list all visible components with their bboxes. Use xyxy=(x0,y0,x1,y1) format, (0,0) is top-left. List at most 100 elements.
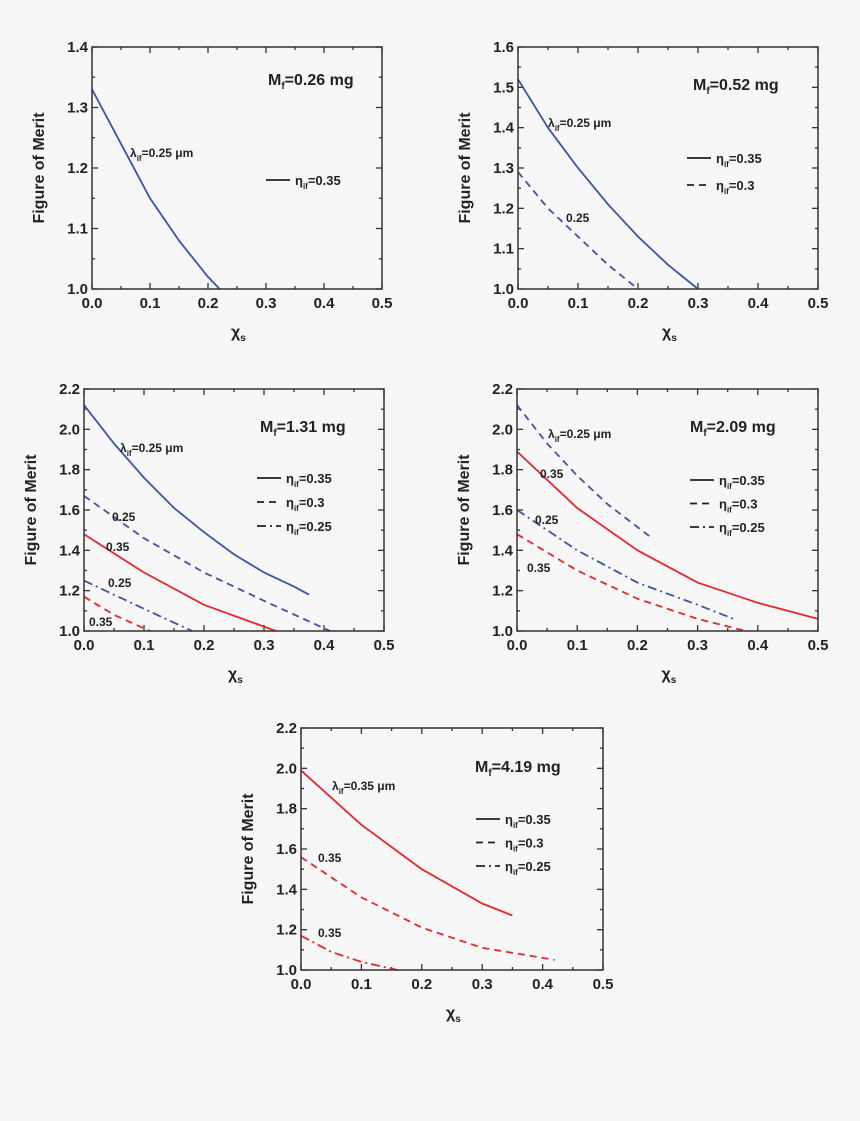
chart-title-sub: f xyxy=(488,768,492,779)
curve-annotation: λif=0.25 μm xyxy=(120,441,183,458)
legend-label-main: η xyxy=(286,495,294,510)
y-axis-label: Figure of Merit xyxy=(456,454,473,566)
legend-label-main: η xyxy=(295,173,303,188)
y-tick-label: 1.2 xyxy=(492,583,513,600)
legend-label-sub: if xyxy=(303,182,308,191)
curve-annotation-sub: if xyxy=(137,154,142,163)
x-tick-label: 0.5 xyxy=(593,976,614,993)
legend-label-sub: if xyxy=(724,187,729,196)
chart-title: Mf=1.31 mg xyxy=(260,419,346,439)
y-tick-label: 1.4 xyxy=(67,39,89,56)
legend-label-rest: =0.35 xyxy=(308,173,341,188)
curve-annotation-main: 0.35 xyxy=(89,615,113,629)
y-tick-label: 1.2 xyxy=(493,200,514,217)
series-line-2 xyxy=(83,495,331,632)
chart-title-main: M xyxy=(475,759,488,776)
x-tick-label: 0.4 xyxy=(747,637,769,654)
x-tick-label: 0.3 xyxy=(472,976,493,993)
legend-label-main: η xyxy=(286,471,294,486)
axes-frame xyxy=(517,46,819,290)
legend-label-sub: if xyxy=(727,529,732,538)
legend-label-main: η xyxy=(719,520,727,535)
legend-entry: ηif=0.25 xyxy=(257,519,332,537)
x-tick-label: 0.4 xyxy=(314,637,336,654)
curve-annotation-main: 0.25 xyxy=(535,513,559,527)
y-tick-label: 1.0 xyxy=(59,623,80,640)
y-tick-label: 1.6 xyxy=(493,39,514,56)
curve-annotation: 0.25 xyxy=(112,510,136,524)
x-axis-label: χs xyxy=(231,324,246,344)
chart-panel-3: 0.0 0.1 0.2 0.3 0.4 0.5 1.0 1.2 1.4 1.6 1.8 2.0 2.2 χ… xyxy=(23,381,394,686)
y-tick-label: 1.2 xyxy=(67,160,88,177)
axes-frame xyxy=(83,388,385,632)
y-tick-label: 1.4 xyxy=(493,120,515,137)
y-axis-label: Figure of Merit xyxy=(23,454,40,566)
series-line-2 xyxy=(300,856,555,961)
chart-panel-2: 0.0 0.1 0.2 0.3 0.4 0.5 1.0 1.1 1.2 1.3 1.4 1.5 1.6 χ… xyxy=(457,39,828,344)
chart-title-main: M xyxy=(693,77,706,94)
x-tick-label: 0.0 xyxy=(82,295,103,312)
chart-panel-1: 0.0 0.1 0.2 0.3 0.4 0.5 1.0 1.1 1.2 1.3 1.4 χs Figur… xyxy=(31,39,392,344)
y-tick-label: 1.0 xyxy=(492,623,513,640)
curve-annotation-rest: =0.25 μm xyxy=(560,427,612,441)
legend-label-main: η xyxy=(505,836,513,851)
chart-panel-4: 0.0 0.1 0.2 0.3 0.4 0.5 1.0 1.2 1.4 1.6 1.8 2.0 2.2 χ… xyxy=(456,381,828,686)
chart-title: Mf=0.26 mg xyxy=(268,72,354,92)
legend-label: ηif=0.3 xyxy=(719,497,758,515)
legend-entry: ηif=0.25 xyxy=(476,859,551,877)
x-tick-label: 0.1 xyxy=(351,976,372,993)
legend-label-main: η xyxy=(719,473,727,488)
y-tick-label: 2.2 xyxy=(276,720,297,737)
legend-label-sub: if xyxy=(294,504,299,513)
x-axis-label: χs xyxy=(228,666,243,686)
legend-entry: ηif=0.3 xyxy=(690,497,758,515)
x-axis-label-sub: s xyxy=(671,675,677,686)
legend-label: ηif=0.25 xyxy=(286,519,332,537)
x-tick-label: 0.2 xyxy=(194,637,215,654)
legend-entry: ηif=0.3 xyxy=(687,178,755,196)
x-tick-label: 0.1 xyxy=(134,637,155,654)
legend-label-rest: =0.3 xyxy=(729,178,755,193)
y-tick-label: 1.3 xyxy=(67,100,88,117)
chart-title-rest: =0.52 mg xyxy=(710,77,779,94)
curve-annotation-main: λ xyxy=(130,146,137,160)
x-tick-label: 0.1 xyxy=(568,295,589,312)
legend-label: ηif=0.35 xyxy=(286,471,332,489)
x-tick-label: 0.2 xyxy=(198,295,219,312)
series-line-3 xyxy=(516,509,735,620)
chart-title: Mf=4.19 mg xyxy=(475,759,561,779)
legend-label-rest: =0.3 xyxy=(518,836,544,851)
x-tick-label: 0.5 xyxy=(372,295,393,312)
x-tick-label: 0.5 xyxy=(808,295,829,312)
legend-label-rest: =0.35 xyxy=(729,151,762,166)
axes-frame xyxy=(300,727,604,971)
chart-title-rest: =2.09 mg xyxy=(707,419,776,436)
x-axis-label-main: χ xyxy=(231,324,241,341)
curve-annotation-rest: =0.25 μm xyxy=(560,116,612,130)
curve-annotation: 0.35 xyxy=(318,926,342,940)
chart-title: Mf=0.52 mg xyxy=(693,77,779,97)
y-tick-label: 1.8 xyxy=(276,801,297,818)
y-tick-label: 2.0 xyxy=(492,421,513,438)
curve-annotation: 0.35 xyxy=(540,467,564,481)
y-tick-label: 1.0 xyxy=(493,281,514,298)
legend-label: ηif=0.3 xyxy=(505,836,544,854)
curve-annotation-main: λ xyxy=(332,779,339,793)
x-tick-label: 0.1 xyxy=(140,295,161,312)
legend-label-sub: if xyxy=(727,482,732,491)
y-tick-label: 1.5 xyxy=(493,79,514,96)
y-tick-label: 1.0 xyxy=(276,962,297,979)
series-line-2 xyxy=(517,171,639,290)
chart-title-sub: f xyxy=(706,86,710,97)
curve-annotation-main: λ xyxy=(548,427,555,441)
series-line-4 xyxy=(83,579,193,632)
legend-label: ηif=0.3 xyxy=(716,178,755,196)
legend-label: ηif=0.35 xyxy=(295,173,341,191)
y-axis-label: Figure of Merit xyxy=(457,112,474,224)
x-axis-label-main: χ xyxy=(662,324,672,341)
legend-label-main: η xyxy=(716,178,724,193)
x-axis-label: χs xyxy=(662,324,677,344)
x-axis-label-sub: s xyxy=(455,1014,461,1025)
y-tick-label: 2.2 xyxy=(492,381,513,398)
